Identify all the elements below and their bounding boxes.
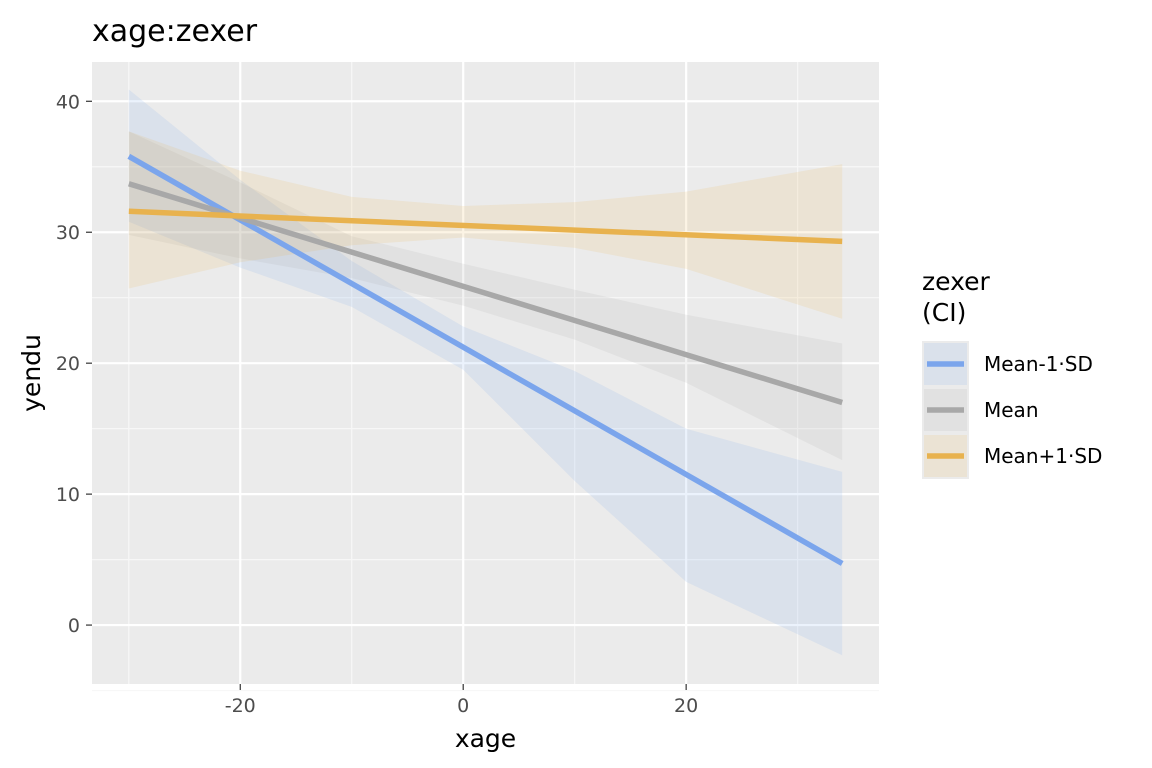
- y-tick-label: 0: [68, 615, 80, 637]
- legend: zexer (CI) Mean-1·SD Mean Mean+1·SD: [922, 267, 1102, 479]
- series-line-mean-1-sd: [128, 208, 843, 245]
- x-tick-label: 20: [674, 695, 698, 717]
- legend-label-mean-1-sd: Mean-1·SD: [984, 352, 1093, 376]
- minor-gridlines: [92, 62, 879, 692]
- y-tick-label: 10: [56, 484, 80, 506]
- x-axis: -20 0 20: [225, 684, 698, 717]
- y-axis: 0 10 20 30 40: [56, 91, 92, 637]
- legend-label-mean: Mean: [984, 398, 1039, 422]
- y-tick-label: 30: [56, 222, 80, 244]
- series-line-mean: [127, 181, 844, 406]
- series-lines: [127, 153, 844, 566]
- series-line-mean-1-sd: [127, 153, 844, 566]
- chart-title: xage:zexer: [92, 14, 258, 49]
- y-axis-title: yendu: [17, 334, 46, 412]
- x-tick-label: -20: [225, 695, 256, 717]
- legend-title-line2: (CI): [922, 298, 966, 327]
- ci-band-mean-1-sd: [128, 89, 843, 656]
- legend-label-mean-1-sd: Mean+1·SD: [984, 444, 1102, 468]
- major-gridlines: [92, 62, 879, 684]
- x-axis-title: xage: [455, 724, 516, 753]
- legend-title-line1: zexer: [922, 267, 990, 296]
- y-tick-label: 20: [56, 353, 80, 375]
- y-tick-label: 40: [56, 91, 80, 113]
- x-tick-label: 0: [457, 695, 469, 717]
- legend-items: Mean-1·SD Mean Mean+1·SD: [922, 341, 1102, 479]
